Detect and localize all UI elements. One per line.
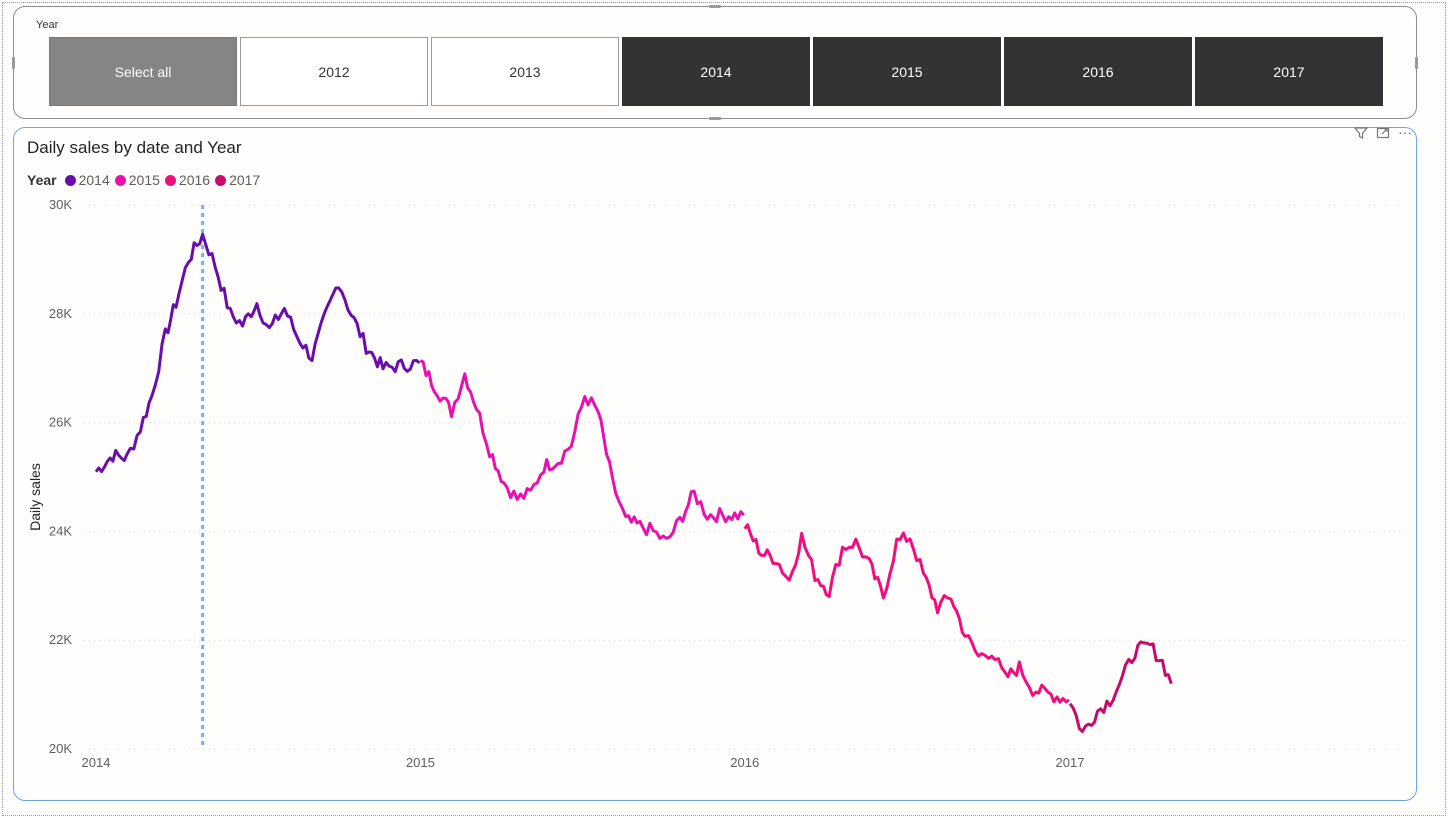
slicer-button-2012[interactable]: 2012 <box>240 37 428 106</box>
legend-item-2015[interactable]: 2015 <box>114 172 160 188</box>
legend-dot-2014 <box>64 174 76 186</box>
y-axis-title: Daily sales <box>27 463 43 531</box>
legend-label-2016: 2016 <box>178 172 211 188</box>
y-tick-label: 22K <box>49 632 72 647</box>
resize-handle-top[interactable] <box>709 5 721 8</box>
legend-dot-2017 <box>215 174 227 186</box>
more-options-icon[interactable]: ··· <box>1398 124 1412 140</box>
legend-item-2014[interactable]: 2014 <box>64 172 110 188</box>
slicer-button-2015[interactable]: 2015 <box>813 37 1001 106</box>
visual-header: ··· <box>1353 124 1412 143</box>
slicer-title: Year <box>36 19 59 31</box>
year-slicer[interactable]: Year Select all 2012 2013 2014 2015 2016… <box>12 5 1418 120</box>
resize-handle-left[interactable] <box>12 57 15 69</box>
resize-handle-bottom[interactable] <box>709 117 721 120</box>
series-line-2017 <box>1068 640 1173 733</box>
filter-icon[interactable] <box>1353 126 1369 143</box>
series-line-2016 <box>743 523 1070 704</box>
y-tick-label: 28K <box>49 306 72 321</box>
slicer-button-group: Select all 2012 2013 2014 2015 2016 2017 <box>49 37 1383 106</box>
y-tick-label: 24K <box>49 523 72 538</box>
x-tick-label: 2017 <box>1056 755 1085 770</box>
slicer-button-2013[interactable]: 2013 <box>431 37 619 106</box>
legend-dot-2015 <box>114 174 126 186</box>
legend-label-2014: 2014 <box>78 172 110 188</box>
line-chart-visual[interactable]: 20K 22K 24K 26K 28K 30K 2014 2015 2016 2017 Daily … <box>13 124 1417 801</box>
slicer-button-2016[interactable]: 2016 <box>1004 37 1192 106</box>
line-chart: 20K 22K 24K 26K 28K 30K 2014 2015 2016 2017 Daily … <box>27 197 1406 770</box>
legend-item-2016[interactable]: 2016 <box>164 172 211 188</box>
x-tick-label: 2014 <box>82 755 111 770</box>
slicer-button-2014[interactable]: 2014 <box>622 37 810 106</box>
x-tick-label: 2015 <box>406 755 435 770</box>
legend-label-2017: 2017 <box>229 172 261 188</box>
legend-item-2017[interactable]: 2017 <box>215 172 260 188</box>
resize-handle-right[interactable] <box>1415 57 1418 69</box>
series-line-2015 <box>419 359 746 540</box>
visual-title: Daily sales by date and Year <box>27 138 242 157</box>
legend: Year 2014 2015 2016 2017 <box>27 172 265 188</box>
y-tick-label: 20K <box>49 741 72 756</box>
x-tick-label: 2016 <box>730 755 759 770</box>
y-tick-label: 26K <box>49 415 72 430</box>
legend-label-2015: 2015 <box>128 172 160 188</box>
focus-mode-icon[interactable] <box>1376 126 1390 143</box>
series-line-2014 <box>94 232 421 474</box>
legend-dot-2016 <box>164 174 176 186</box>
slicer-button-2017[interactable]: 2017 <box>1195 37 1383 106</box>
legend-title: Year <box>27 172 57 188</box>
y-tick-label: 30K <box>49 197 72 212</box>
slicer-button-select-all[interactable]: Select all <box>49 37 237 106</box>
